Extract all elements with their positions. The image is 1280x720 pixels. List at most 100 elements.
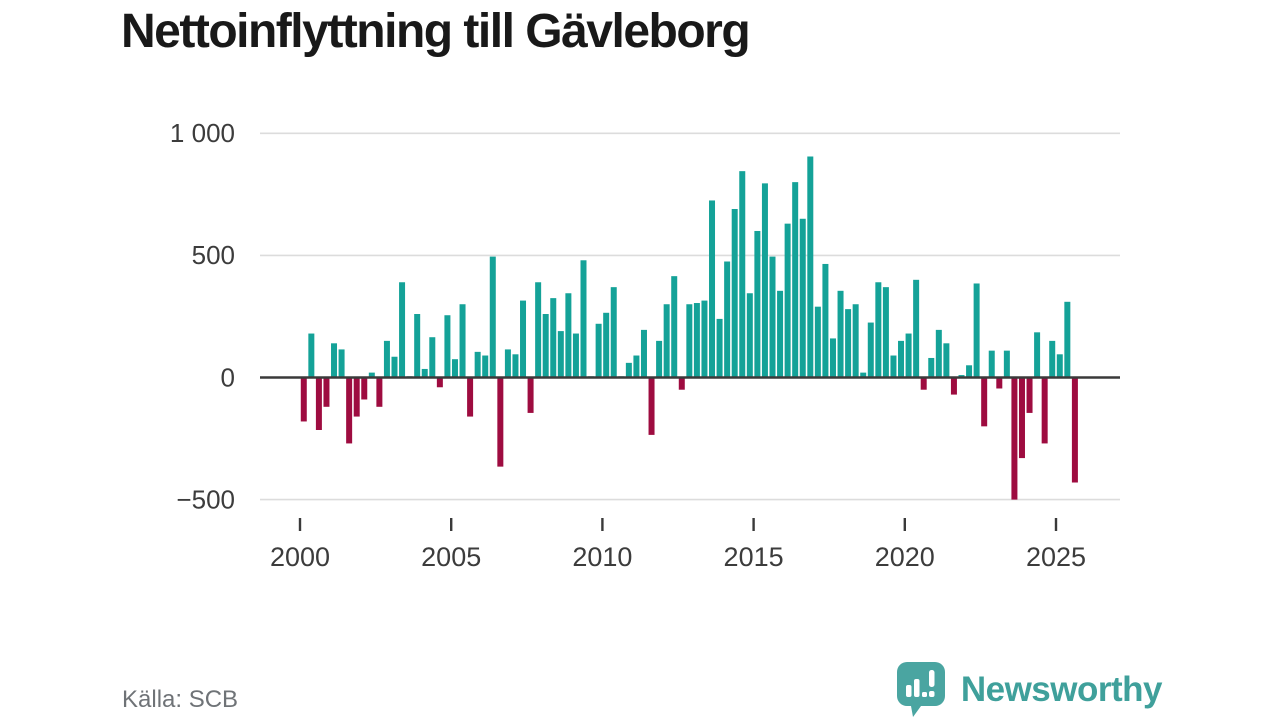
bar-2016-q4 (807, 156, 814, 378)
chart-title: Nettoinflyttning till Gävleborg (121, 5, 751, 58)
bar-2006-q1 (482, 355, 489, 378)
bar-2004-q4 (444, 315, 451, 378)
newsworthy-branding: Newsworthy (896, 662, 1163, 718)
source-note: Källa: SCB (122, 686, 239, 713)
bar-2011-q3 (648, 377, 655, 435)
bar-2010-q1 (603, 312, 610, 378)
bar-2019-q3 (890, 355, 897, 378)
bar-2008-q2 (550, 298, 557, 378)
speech-bubble-shape (896, 662, 945, 717)
y-tick-label-500: 500 (192, 240, 235, 270)
bar-2005-q1 (451, 359, 458, 378)
bar-2012-q2 (671, 276, 678, 378)
bar-2024-q1 (1026, 377, 1033, 413)
bar-2005-q2 (459, 304, 466, 378)
x-tick-label-2010: 2010 (572, 542, 632, 572)
x-tick-label-2000: 2000 (270, 542, 330, 572)
bar-2004-q3 (436, 377, 443, 388)
bar-2006-q3 (497, 377, 504, 467)
bar-2024-q2 (1034, 332, 1041, 378)
bar-2000-q4 (323, 377, 330, 407)
bar-2025-q1 (1056, 354, 1063, 378)
bar-2005-q4 (474, 351, 481, 378)
bar-2022-q2 (973, 283, 980, 378)
bar-2016-q3 (799, 218, 806, 378)
bar-2007-q4 (535, 282, 542, 378)
bar-2023-q2 (1003, 350, 1010, 378)
bar-2020-q3 (920, 377, 927, 390)
bar-2008-q1 (542, 314, 549, 378)
bar-2018-q1 (845, 309, 852, 378)
bar-2016-q2 (792, 182, 799, 378)
bar-2021-q1 (935, 329, 942, 378)
bar-2011-q2 (640, 329, 647, 378)
bar-2014-q4 (746, 293, 753, 378)
bar-2001-q3 (346, 377, 353, 444)
bar-2006-q2 (489, 256, 496, 378)
bar-2005-q3 (467, 377, 474, 417)
bar-2017-q4 (837, 290, 844, 378)
y-tick-label-0: 0 (221, 362, 235, 392)
bar-2008-q4 (565, 293, 572, 378)
bar-2015-q2 (761, 183, 768, 378)
bar-2020-q4 (928, 357, 935, 378)
brand-name: Newsworthy (960, 670, 1163, 709)
bar-2015-q3 (769, 256, 776, 378)
bar-2007-q3 (527, 377, 534, 413)
bar-2022-q4 (988, 350, 995, 378)
y-tick-label-1000: 1 000 (170, 118, 235, 148)
bar-2013-q4 (716, 318, 723, 378)
bar-2003-q2 (399, 282, 406, 378)
bar-2011-q4 (656, 340, 663, 378)
bar-2018-q4 (867, 322, 874, 378)
bar-2025-q3 (1071, 377, 1078, 483)
bar-2017-q2 (822, 263, 829, 378)
y-tick-label--500: −500 (176, 484, 235, 514)
bar-2012-q1 (663, 304, 670, 378)
bar-2007-q1 (512, 354, 519, 378)
bar-2009-q1 (572, 333, 579, 378)
bar-2017-q1 (814, 306, 821, 378)
bar-2015-q4 (777, 290, 784, 378)
bar-2018-q3 (860, 372, 867, 378)
bar-2012-q4 (686, 304, 693, 378)
bar-2019-q1 (875, 282, 882, 378)
bar-2010-q4 (625, 362, 632, 378)
bar-chart-glyph (905, 670, 935, 697)
x-tick-label-2020: 2020 (875, 542, 935, 572)
bar-2022-q1 (966, 365, 973, 378)
bar-2014-q3 (739, 171, 746, 378)
bar-2001-q2 (338, 349, 345, 378)
bar-2002-q4 (383, 340, 390, 378)
bar-2002-q1 (361, 377, 368, 400)
bar-2016-q1 (784, 223, 791, 378)
bar-2019-q4 (898, 340, 905, 378)
bar-2021-q3 (950, 377, 957, 395)
bar-2012-q3 (678, 377, 685, 390)
bar-2006-q4 (504, 349, 511, 378)
bar-2001-q4 (353, 377, 360, 417)
bar-2000-q3 (315, 377, 322, 430)
bar-2023-q1 (996, 377, 1003, 389)
bar-2004-q2 (429, 337, 436, 378)
bar-2013-q2 (701, 300, 708, 378)
bar-2014-q2 (731, 209, 738, 378)
bar-2017-q3 (829, 338, 836, 378)
bar-2021-q2 (943, 343, 950, 378)
bar-2002-q3 (376, 377, 383, 407)
bar-2008-q3 (557, 331, 564, 378)
bar-2000-q2 (308, 333, 315, 378)
x-tick-label-2015: 2015 (724, 542, 784, 572)
bar-2020-q2 (913, 279, 920, 378)
bar-2004-q1 (421, 368, 428, 378)
bar-2024-q3 (1041, 377, 1048, 444)
bar-2013-q3 (709, 200, 716, 378)
newsworthy-logo-icon (896, 662, 945, 717)
bar-2002-q2 (368, 372, 375, 378)
bar-2020-q1 (905, 333, 912, 378)
bar-2023-q3 (1011, 377, 1018, 500)
bar-2009-q4 (595, 323, 602, 378)
bar-2007-q2 (520, 300, 527, 378)
